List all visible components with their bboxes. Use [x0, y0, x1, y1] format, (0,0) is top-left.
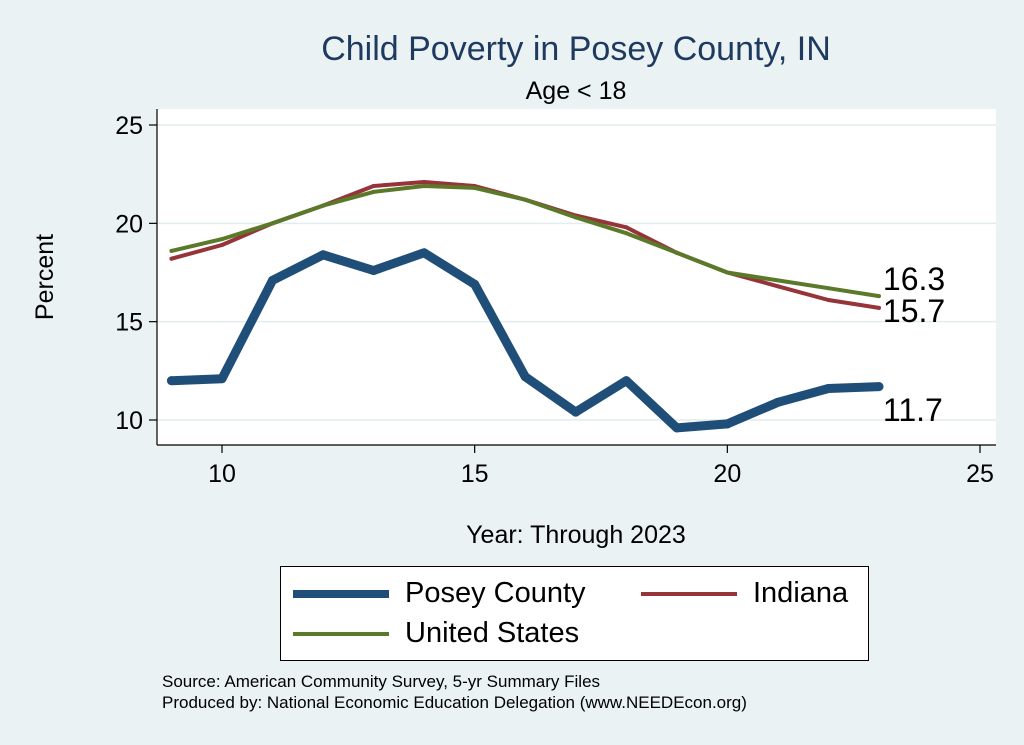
- legend-label-united-states: United States: [405, 617, 580, 649]
- data-point-posey-county: [217, 374, 227, 384]
- data-point-united-states: [876, 294, 881, 299]
- data-point-posey-county: [470, 279, 480, 289]
- data-point-united-states: [674, 250, 679, 255]
- data-point-indiana: [624, 225, 629, 230]
- end-label-united-states: 16.3: [883, 261, 945, 297]
- y-axis-ticks: 10 15 20 25: [115, 112, 157, 435]
- x-tick-label: 10: [208, 460, 236, 488]
- y-axis-label: Percent: [31, 234, 59, 320]
- data-point-indiana: [220, 242, 224, 247]
- data-point-united-states: [624, 231, 629, 236]
- data-point-indiana: [876, 305, 881, 310]
- data-point-posey-county: [166, 376, 176, 386]
- data-point-united-states: [220, 237, 224, 242]
- data-point-united-states: [371, 189, 376, 194]
- data-point-united-states: [422, 183, 427, 188]
- data-point-posey-county: [722, 419, 732, 429]
- data-point-posey-county: [874, 382, 884, 392]
- data-point-united-states: [573, 215, 578, 220]
- legend: Posey County Indiana United States: [280, 566, 869, 661]
- legend-item-posey: Posey County: [293, 577, 586, 610]
- end-label-posey-county: 11.7: [883, 392, 943, 428]
- y-tick-label: 15: [115, 309, 143, 337]
- legend-label-posey: Posey County: [405, 577, 586, 609]
- data-point-united-states: [826, 286, 831, 291]
- line-chart: Child Poverty in Posey County, IN Age < …: [31, 30, 996, 549]
- x-axis-ticks: 10 15 20 25: [208, 445, 994, 488]
- legend-swatch-posey: [293, 589, 389, 598]
- data-point-posey-county: [520, 372, 530, 382]
- legend-swatch-indiana: [641, 591, 737, 596]
- data-point-posey-county: [571, 407, 581, 417]
- chart-subtitle: Age < 18: [526, 77, 627, 105]
- chart-title: Child Poverty in Posey County, IN: [321, 30, 831, 68]
- source-line: Source: American Community Survey, 5-yr …: [162, 672, 601, 691]
- y-tick-label: 20: [115, 210, 143, 238]
- end-label-indiana: 15.7: [883, 293, 945, 329]
- data-point-united-states: [523, 197, 528, 202]
- data-point-posey-county: [419, 248, 429, 258]
- y-tick-label: 25: [115, 112, 143, 140]
- legend-label-indiana: Indiana: [753, 577, 849, 609]
- data-point-indiana: [371, 183, 376, 188]
- data-point-united-states: [472, 185, 477, 190]
- legend-item-indiana: Indiana: [641, 577, 848, 610]
- gridlines: [157, 124, 996, 421]
- end-labels: 11.7 15.716.3: [883, 261, 945, 428]
- data-point-united-states: [775, 278, 780, 283]
- data-point-posey-county: [318, 250, 328, 260]
- data-point-united-states: [725, 270, 730, 275]
- data-point-posey-county: [268, 275, 278, 285]
- data-point-united-states: [169, 248, 174, 253]
- legend-item-united-states: United States: [293, 617, 579, 650]
- x-axis-label: Year: Through 2023: [466, 521, 686, 549]
- series-layer: [166, 180, 884, 433]
- source-note: Source: American Community Survey, 5-yr …: [162, 671, 747, 713]
- data-point-posey-county: [369, 266, 379, 276]
- data-point-indiana: [826, 298, 831, 303]
- data-point-indiana: [422, 180, 427, 185]
- data-point-posey-county: [773, 397, 783, 407]
- data-point-posey-county: [672, 423, 682, 433]
- data-point-posey-county: [621, 376, 631, 386]
- x-tick-label: 20: [713, 460, 741, 488]
- data-point-indiana: [775, 284, 780, 289]
- data-point-united-states: [270, 221, 275, 226]
- data-point-posey-county: [823, 384, 833, 394]
- legend-swatch-united-states: [293, 631, 389, 636]
- data-point-indiana: [169, 256, 174, 261]
- y-tick-label: 10: [115, 407, 143, 435]
- producer-line: Produced by: National Economic Education…: [162, 693, 747, 712]
- x-tick-label: 25: [966, 460, 994, 488]
- x-tick-label: 15: [461, 460, 489, 488]
- data-point-united-states: [321, 203, 326, 208]
